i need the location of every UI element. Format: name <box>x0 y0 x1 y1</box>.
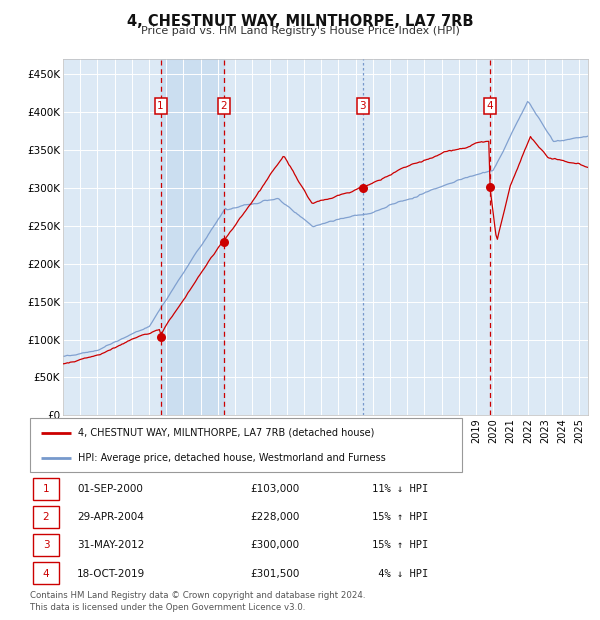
Text: £300,000: £300,000 <box>251 541 300 551</box>
Bar <box>161 59 224 415</box>
Text: 29-APR-2004: 29-APR-2004 <box>77 512 144 522</box>
Text: £301,500: £301,500 <box>251 569 300 578</box>
Text: 4% ↓ HPI: 4% ↓ HPI <box>372 569 428 578</box>
Text: 4: 4 <box>43 569 49 578</box>
FancyBboxPatch shape <box>30 418 462 472</box>
Text: 11% ↓ HPI: 11% ↓ HPI <box>372 484 428 494</box>
Text: 1: 1 <box>157 101 164 111</box>
Text: 15% ↑ HPI: 15% ↑ HPI <box>372 541 428 551</box>
Text: 2: 2 <box>220 101 227 111</box>
Text: 01-SEP-2000: 01-SEP-2000 <box>77 484 143 494</box>
Text: £103,000: £103,000 <box>251 484 300 494</box>
Text: 18-OCT-2019: 18-OCT-2019 <box>77 569 145 578</box>
Text: 15% ↑ HPI: 15% ↑ HPI <box>372 512 428 522</box>
Text: 4, CHESTNUT WAY, MILNTHORPE, LA7 7RB (detached house): 4, CHESTNUT WAY, MILNTHORPE, LA7 7RB (de… <box>77 428 374 438</box>
FancyBboxPatch shape <box>33 478 59 500</box>
FancyBboxPatch shape <box>33 506 59 528</box>
Text: 31-MAY-2012: 31-MAY-2012 <box>77 541 144 551</box>
FancyBboxPatch shape <box>33 534 59 556</box>
Text: Contains HM Land Registry data © Crown copyright and database right 2024.: Contains HM Land Registry data © Crown c… <box>30 591 365 601</box>
Text: 4: 4 <box>487 101 493 111</box>
Text: £228,000: £228,000 <box>251 512 300 522</box>
FancyBboxPatch shape <box>33 562 59 585</box>
Text: 2: 2 <box>43 512 49 522</box>
Text: This data is licensed under the Open Government Licence v3.0.: This data is licensed under the Open Gov… <box>30 603 305 612</box>
Text: 3: 3 <box>359 101 366 111</box>
Text: HPI: Average price, detached house, Westmorland and Furness: HPI: Average price, detached house, West… <box>77 453 385 463</box>
Text: 1: 1 <box>43 484 49 494</box>
Text: 3: 3 <box>43 541 49 551</box>
Text: Price paid vs. HM Land Registry's House Price Index (HPI): Price paid vs. HM Land Registry's House … <box>140 26 460 36</box>
Text: 4, CHESTNUT WAY, MILNTHORPE, LA7 7RB: 4, CHESTNUT WAY, MILNTHORPE, LA7 7RB <box>127 14 473 29</box>
